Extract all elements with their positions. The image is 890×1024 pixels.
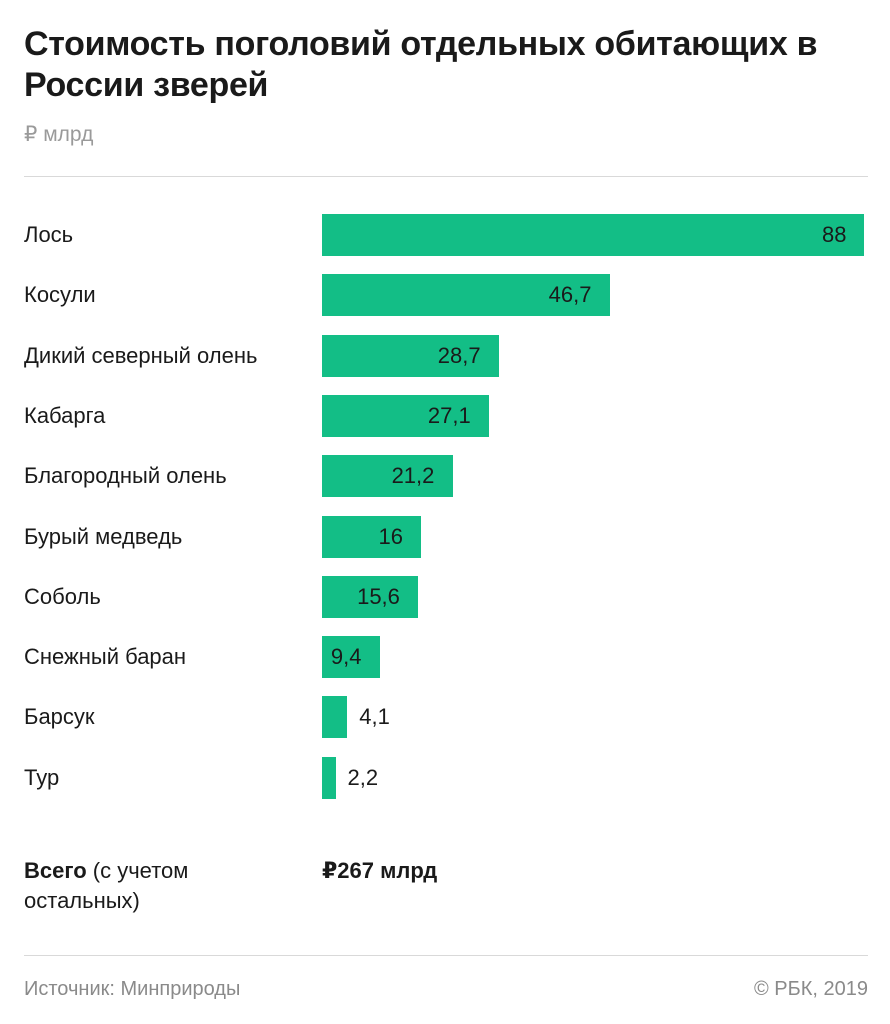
category-label: Соболь bbox=[24, 583, 101, 609]
value-label: 46,7 bbox=[548, 282, 592, 308]
category-label: Косули bbox=[24, 282, 96, 308]
total-label-bold: Всего bbox=[24, 858, 87, 883]
bar bbox=[322, 394, 489, 437]
total-value: ₽267 млрд bbox=[322, 858, 438, 883]
value-label: 2,2 bbox=[347, 764, 379, 790]
bar bbox=[322, 696, 348, 739]
source-note: Источник: Минприроды bbox=[24, 978, 241, 1000]
category-label: Бурый медведь bbox=[24, 523, 183, 549]
bar bbox=[322, 334, 499, 377]
category-label: Благородный олень bbox=[24, 463, 227, 489]
category-label: Тур bbox=[24, 764, 60, 790]
bar bbox=[322, 756, 336, 799]
top-divider bbox=[24, 176, 868, 177]
category-label: Лось bbox=[24, 222, 74, 247]
category-label: Барсук bbox=[24, 704, 95, 730]
value-label: 21,2 bbox=[391, 463, 435, 489]
bar bbox=[322, 515, 421, 558]
total-label: Всего (с учетом остальных) bbox=[24, 856, 284, 916]
value-label: 27,1 bbox=[427, 402, 471, 428]
copyright: © РБК, 2019 bbox=[753, 978, 868, 1000]
category-label: Снежный баран bbox=[24, 644, 187, 670]
category-label: Дикий северный олень bbox=[24, 342, 258, 368]
chart-title: Стоимость поголовий отдельных обитающих … bbox=[24, 25, 818, 104]
value-label: 4,1 bbox=[359, 704, 390, 730]
bar bbox=[322, 575, 419, 618]
value-label: 9,4 bbox=[330, 644, 362, 670]
value-label: 15,6 bbox=[357, 583, 400, 609]
bar bbox=[322, 274, 610, 317]
bar bbox=[322, 214, 864, 256]
value-label: 16 bbox=[378, 523, 404, 549]
unit-label: ₽ млрд bbox=[24, 123, 94, 146]
bar-chart: Лось 88 Косули 46,7 Дикий северный олень 28,7… bbox=[0, 200, 890, 820]
value-label: 88 bbox=[822, 222, 847, 247]
total-label-rest: (с учетом остальных) bbox=[24, 858, 189, 913]
value-label: 28,7 bbox=[437, 342, 481, 368]
bar bbox=[322, 455, 453, 498]
bottom-divider bbox=[24, 955, 868, 956]
category-label: Кабарга bbox=[24, 402, 106, 428]
bar bbox=[322, 636, 380, 679]
